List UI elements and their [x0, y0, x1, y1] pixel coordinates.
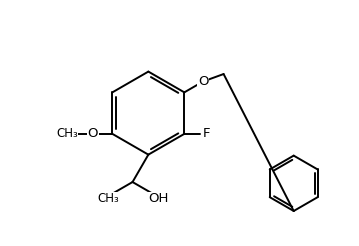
Text: O: O	[198, 75, 209, 88]
Text: F: F	[202, 127, 210, 140]
Text: CH₃: CH₃	[56, 127, 78, 140]
Text: OH: OH	[148, 192, 169, 205]
Text: O: O	[87, 127, 98, 140]
Text: CH₃: CH₃	[98, 192, 120, 205]
